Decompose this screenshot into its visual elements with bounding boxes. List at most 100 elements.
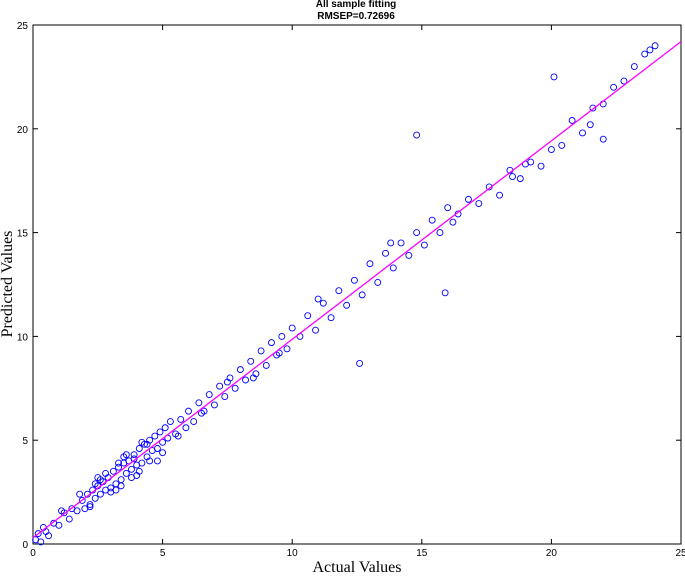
data-point	[268, 339, 275, 347]
data-point	[143, 440, 151, 448]
data-point	[146, 457, 154, 465]
data-point	[558, 141, 566, 149]
chart-title: All sample fitting	[316, 0, 397, 10]
data-point	[579, 129, 586, 137]
data-point	[509, 173, 516, 180]
data-point	[76, 490, 84, 498]
data-point	[496, 191, 504, 199]
data-point	[96, 476, 104, 484]
data-point	[389, 264, 397, 272]
data-point	[249, 374, 257, 382]
data-point	[335, 287, 343, 295]
data-point	[436, 229, 444, 237]
data-point	[174, 432, 182, 440]
data-point	[221, 393, 229, 401]
x-tick-label: 25	[675, 548, 685, 559]
data-point	[547, 146, 555, 154]
data-point	[630, 63, 638, 70]
data-point	[550, 73, 558, 81]
data-points	[32, 42, 659, 546]
data-point	[304, 312, 312, 320]
data-point	[586, 121, 594, 129]
data-point	[242, 376, 249, 384]
data-point	[73, 507, 81, 515]
data-point	[420, 241, 428, 249]
y-tick-label: 0	[22, 540, 28, 551]
data-point	[86, 503, 94, 511]
data-point	[327, 314, 335, 322]
data-point	[441, 289, 449, 297]
data-point	[387, 239, 395, 247]
data-point	[122, 469, 130, 477]
data-point	[449, 218, 457, 226]
x-axis-label: Actual Values	[312, 559, 401, 574]
data-point	[216, 382, 224, 390]
data-point	[350, 276, 358, 284]
data-point	[475, 200, 483, 207]
data-point	[537, 162, 545, 170]
data-point	[185, 407, 192, 415]
data-point	[122, 451, 130, 459]
data-point	[151, 432, 159, 440]
data-point	[96, 490, 104, 498]
data-point	[231, 384, 239, 392]
data-point	[413, 131, 421, 139]
data-point	[288, 324, 296, 332]
data-point	[247, 357, 255, 365]
fit-line	[32, 41, 682, 539]
data-point	[102, 469, 110, 477]
data-point	[397, 239, 405, 247]
data-point	[356, 359, 364, 367]
data-point	[198, 409, 205, 417]
y-axis-label: Predicted Values	[0, 231, 16, 338]
x-tick-label: 0	[30, 548, 36, 559]
data-point	[128, 465, 135, 473]
x-tick-label: 15	[416, 548, 428, 559]
data-point	[166, 418, 174, 425]
data-point	[195, 399, 203, 407]
data-point	[91, 494, 99, 502]
data-point	[55, 521, 63, 529]
data-point	[190, 418, 198, 425]
data-point	[516, 175, 524, 183]
data-point	[278, 332, 286, 340]
data-point	[138, 459, 146, 467]
x-tick-label: 5	[160, 548, 166, 559]
data-point	[405, 251, 413, 259]
data-point	[177, 415, 185, 423]
data-point	[112, 486, 120, 494]
data-point	[283, 345, 291, 353]
data-point	[599, 135, 607, 143]
chart-subtitle: RMSEP=0.72696	[317, 11, 395, 22]
data-point	[651, 42, 659, 50]
data-point	[646, 46, 654, 54]
data-point	[182, 424, 190, 432]
x-tick-label: 20	[546, 548, 558, 559]
data-point	[161, 424, 169, 432]
x-axis: 0 5 10 15 20 25	[30, 25, 685, 559]
y-tick-label: 10	[17, 332, 29, 343]
data-point	[86, 501, 94, 509]
data-point	[91, 480, 99, 488]
data-point	[128, 474, 135, 482]
y-tick-label: 5	[22, 436, 28, 447]
y-axis: 0 5 10 15 20 25	[17, 21, 681, 551]
data-point	[223, 378, 231, 386]
data-point	[413, 229, 421, 237]
data-point	[444, 204, 452, 212]
data-point	[130, 451, 138, 459]
data-point	[115, 463, 122, 471]
data-point	[641, 50, 649, 58]
data-point	[58, 507, 65, 515]
data-point	[236, 366, 244, 374]
data-point	[78, 496, 86, 504]
y-tick-label: 15	[17, 229, 29, 240]
data-point	[610, 83, 618, 91]
data-point	[210, 401, 218, 409]
data-point	[620, 77, 628, 85]
data-point	[465, 195, 472, 203]
data-point	[312, 326, 319, 334]
data-point	[205, 391, 213, 398]
